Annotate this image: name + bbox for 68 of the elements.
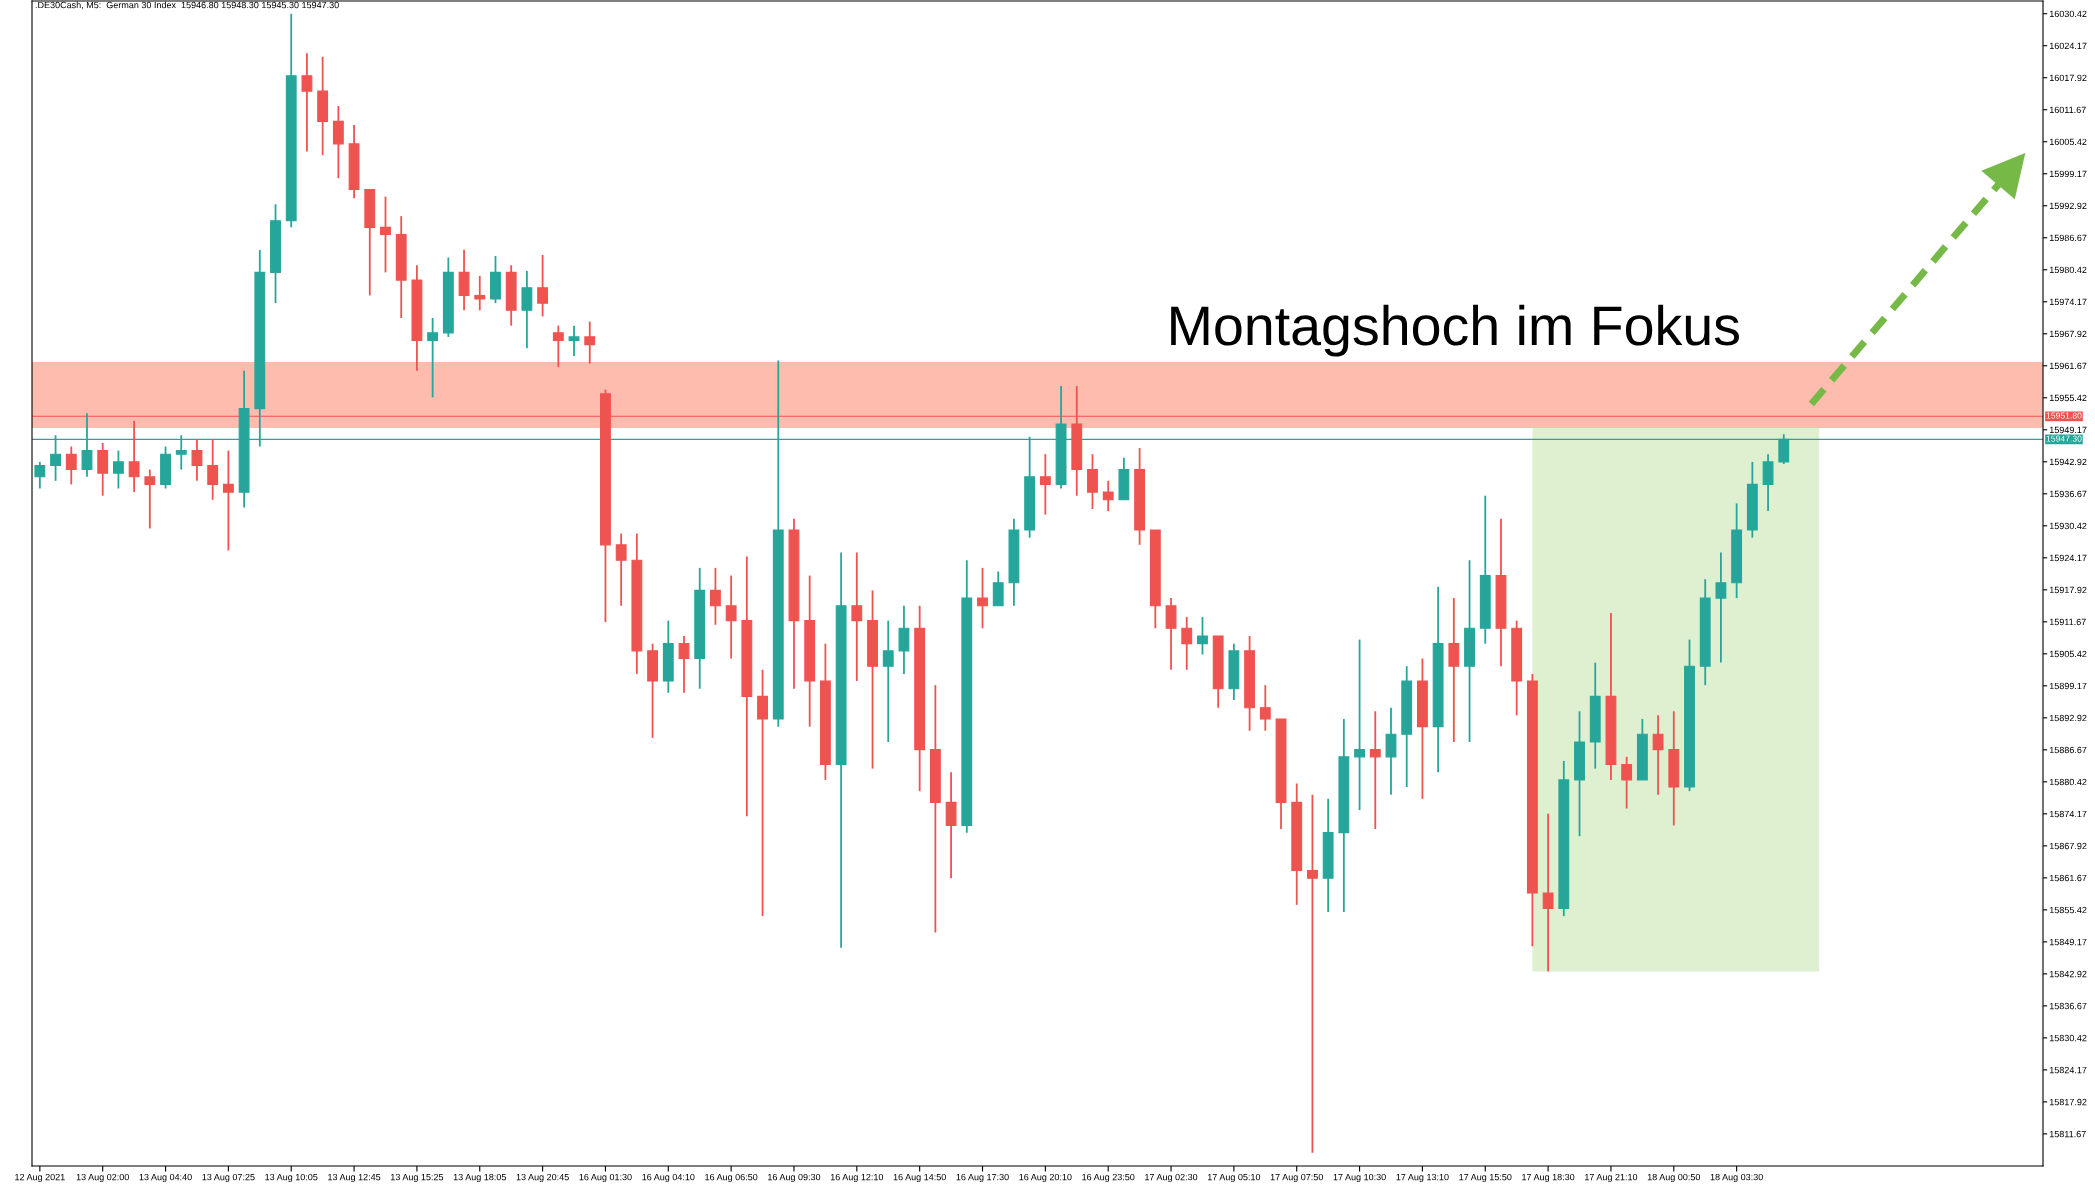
y-tick-label: 16030.42: [2049, 10, 2087, 18]
y-tick-label: 15836.67: [2049, 1002, 2087, 1010]
x-tick-label: 17 Aug 15:50: [1459, 1173, 1512, 1183]
x-tick-label: 17 Aug 18:30: [1522, 1173, 1575, 1183]
x-tick-label: 16 Aug 09:30: [768, 1173, 821, 1183]
x-tick-label: 13 Aug 12:45: [328, 1173, 381, 1183]
x-tick-label: 13 Aug 02:00: [76, 1173, 129, 1183]
y-tick-label: 15936.67: [2049, 490, 2087, 498]
y-tick-label: 15861.67: [2049, 874, 2087, 882]
x-tick-label: 13 Aug 10:05: [265, 1173, 318, 1183]
y-tick-label: 15817.92: [2049, 1098, 2087, 1106]
y-tick-label: 15961.67: [2049, 362, 2087, 370]
y-tick-label: 15924.17: [2049, 554, 2087, 562]
y-tick-label: 15992.92: [2049, 202, 2087, 210]
y-tick-label: 15899.17: [2049, 682, 2087, 690]
y-tick-label: 16024.17: [2049, 42, 2087, 50]
y-tick-label: 15811.67: [2049, 1130, 2086, 1138]
y-tick-label: 15867.92: [2049, 842, 2087, 850]
y-tick-label: 16011.67: [2049, 106, 2086, 114]
annotation: Montagshoch im Fokus: [1171, 304, 1739, 357]
y-tick-label: 15917.92: [2049, 586, 2087, 594]
y-tick-label: 15911.67: [2049, 618, 2086, 626]
y-tick-label: 15955.42: [2049, 394, 2087, 402]
ref-line-label: 15947.30: [2046, 435, 2082, 442]
y-tick-label: 16005.42: [2049, 138, 2087, 146]
y-tick-label: 15824.17: [2049, 1066, 2087, 1074]
y-tick-label: 15886.67: [2049, 746, 2087, 754]
x-tick-label: 13 Aug 20:45: [516, 1173, 569, 1183]
y-tick-label: 15874.17: [2049, 810, 2087, 818]
y-tick-label: 15905.42: [2049, 650, 2087, 658]
y-tick-label: 15855.42: [2049, 906, 2087, 914]
x-tick-label: 12 Aug 2021: [15, 1173, 65, 1183]
y-tick-label: 15986.67: [2049, 234, 2087, 242]
x-tick-label: 17 Aug 02:30: [1145, 1173, 1198, 1183]
y-tick-label: 16017.92: [2049, 74, 2087, 82]
x-tick-label: 16 Aug 20:10: [1019, 1173, 1072, 1183]
x-tick-label: 17 Aug 13:10: [1396, 1173, 1449, 1183]
y-tick-label: 15830.42: [2049, 1034, 2087, 1042]
y-tick-label: 15849.17: [2049, 938, 2087, 946]
y-tick-label: 15974.17: [2049, 298, 2087, 306]
x-tick-label: 17 Aug 05:10: [1207, 1173, 1261, 1183]
ref-line-label: 15951.80: [2046, 412, 2082, 419]
y-tick-label: 15892.92: [2049, 714, 2087, 722]
x-tick-label: 13 Aug 15:25: [391, 1173, 444, 1183]
x-tick-label: 17 Aug 10:30: [1333, 1173, 1386, 1183]
y-tick-label: 15999.17: [2049, 170, 2087, 178]
x-tick-label: 17 Aug 21:10: [1585, 1173, 1638, 1183]
x-tick-label: 16 Aug 23:50: [1082, 1173, 1135, 1183]
x-tick-label: 13 Aug 07:25: [202, 1173, 255, 1183]
y-tick-label: 15880.42: [2049, 778, 2087, 786]
chart-title: .DE30Cash, M5: German 30 Index 15946.80 15948.30 15945.30 15947.30: [35, 1, 339, 10]
x-tick-label: 16 Aug 06:50: [705, 1173, 758, 1183]
y-tick-label: 15930.42: [2049, 522, 2087, 530]
y-tick-label: 15967.92: [2049, 330, 2087, 338]
y-tick-label: 15949.17: [2049, 426, 2087, 434]
x-tick-label: 18 Aug 00:50: [1647, 1173, 1701, 1183]
x-tick-label: 17 Aug 07:50: [1270, 1173, 1323, 1183]
x-tick-label: 16 Aug 14:50: [893, 1173, 946, 1183]
x-tick-label: 16 Aug 04:10: [642, 1173, 695, 1183]
x-tick-label: 13 Aug 18:05: [453, 1173, 506, 1183]
y-tick-label: 15942.92: [2049, 458, 2087, 466]
x-tick-label: 16 Aug 12:10: [830, 1173, 884, 1183]
y-tick-label: 15842.92: [2049, 970, 2087, 978]
x-tick-label: 16 Aug 17:30: [956, 1173, 1009, 1183]
y-tick-label: 15980.42: [2049, 266, 2087, 274]
x-tick-label: 16 Aug 01:30: [579, 1173, 632, 1183]
x-tick-label: 13 Aug 04:40: [139, 1173, 192, 1183]
x-tick-label: 18 Aug 03:30: [1710, 1173, 1763, 1183]
